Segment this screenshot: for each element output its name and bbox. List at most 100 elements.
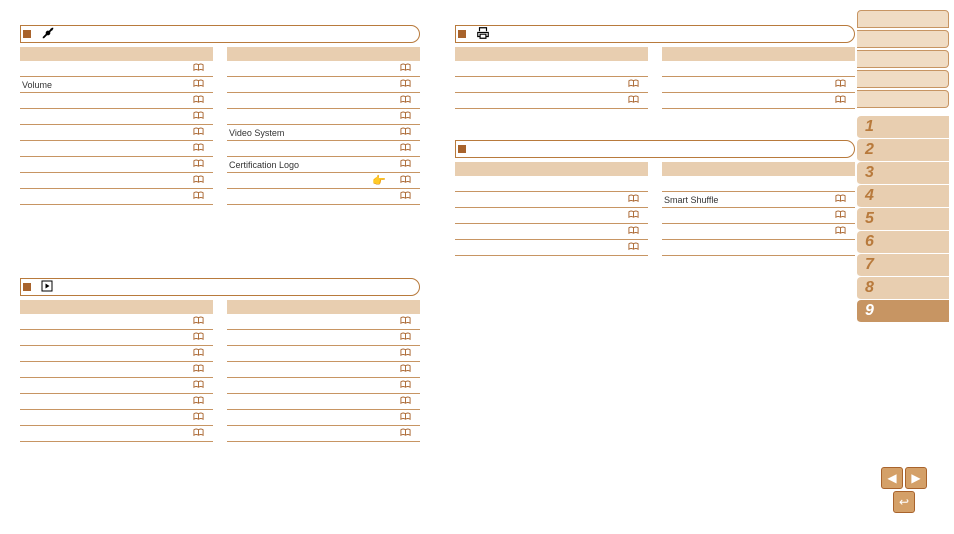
table-row[interactable]: Volume <box>20 77 213 93</box>
chapter-tab-2[interactable]: 2 <box>857 139 949 162</box>
chapter-tab-8[interactable]: 8 <box>857 277 949 300</box>
table-row[interactable] <box>227 410 420 426</box>
section-marker <box>458 145 466 153</box>
sidebar-box[interactable] <box>857 70 949 88</box>
table-row[interactable] <box>20 394 213 410</box>
section-marker <box>23 283 31 291</box>
subcolumn <box>455 47 648 109</box>
page-ref-icon <box>183 191 213 203</box>
table-row[interactable] <box>20 346 213 362</box>
table-row[interactable] <box>662 77 855 93</box>
sidebar-box[interactable] <box>857 90 949 108</box>
table-row[interactable] <box>227 189 420 205</box>
table-row[interactable] <box>227 426 420 442</box>
page-ref-icon <box>618 226 648 238</box>
table-row[interactable] <box>227 330 420 346</box>
table-row[interactable] <box>227 378 420 394</box>
page-ref-icon <box>390 111 420 123</box>
nav-buttons: ◀▶ ↩ <box>864 466 944 514</box>
chapter-tab-4[interactable]: 4 <box>857 185 949 208</box>
page-ref-icon <box>390 348 420 360</box>
table-row[interactable] <box>662 240 855 256</box>
page-ref-icon <box>183 143 213 155</box>
table-row[interactable] <box>662 224 855 240</box>
page-ref-icon <box>183 111 213 123</box>
prev-button[interactable]: ◀ <box>881 467 903 489</box>
table-row[interactable] <box>20 173 213 189</box>
table-row[interactable] <box>455 224 648 240</box>
section-print-header <box>455 25 855 43</box>
table-row[interactable] <box>227 314 420 330</box>
table-row[interactable] <box>20 410 213 426</box>
table-row[interactable] <box>20 189 213 205</box>
sidebar-box[interactable] <box>857 10 949 28</box>
table-row[interactable] <box>227 362 420 378</box>
chapter-tab-7[interactable]: 7 <box>857 254 949 277</box>
table-row[interactable] <box>20 109 213 125</box>
table-row[interactable] <box>20 93 213 109</box>
sidebar-box[interactable] <box>857 50 949 68</box>
table-row[interactable] <box>20 125 213 141</box>
table-row[interactable] <box>227 394 420 410</box>
table-row[interactable] <box>227 77 420 93</box>
table-row[interactable] <box>20 61 213 77</box>
section-print <box>455 25 855 109</box>
table-row[interactable]: Certification Logo <box>227 157 420 173</box>
page-ref-icon <box>825 79 855 91</box>
return-button[interactable]: ↩ <box>893 491 915 513</box>
row-label: Volume <box>20 80 183 90</box>
table-row[interactable] <box>227 141 420 157</box>
table-row[interactable] <box>662 208 855 224</box>
page-ref-icon <box>183 175 213 187</box>
column-header <box>20 47 213 61</box>
chapter-tab-1[interactable]: 1 <box>857 116 949 139</box>
section-music-header <box>455 140 855 158</box>
table-row[interactable]: Smart Shuffle <box>662 192 855 208</box>
page-ref-icon <box>390 127 420 139</box>
next-button[interactable]: ▶ <box>905 467 927 489</box>
table-row[interactable] <box>662 176 855 192</box>
table-row[interactable] <box>662 93 855 109</box>
section-marker <box>23 30 31 38</box>
sidebar: 123456789 <box>857 10 949 323</box>
chapter-tab-6[interactable]: 6 <box>857 231 949 254</box>
table-row[interactable] <box>227 61 420 77</box>
page-ref-icon <box>183 79 213 91</box>
section-playback <box>20 278 420 442</box>
page-ref-icon <box>825 226 855 238</box>
page-ref-icon <box>183 159 213 171</box>
table-row[interactable] <box>662 61 855 77</box>
row-label: Video System <box>227 128 390 138</box>
table-row[interactable] <box>455 176 648 192</box>
chapter-tab-5[interactable]: 5 <box>857 208 949 231</box>
table-row[interactable] <box>20 157 213 173</box>
page-ref-icon <box>618 95 648 107</box>
hand-icon: 👉 <box>372 174 386 187</box>
table-row[interactable] <box>20 378 213 394</box>
table-row[interactable] <box>227 346 420 362</box>
column-header <box>227 47 420 61</box>
table-row[interactable] <box>455 61 648 77</box>
chapter-tab-3[interactable]: 3 <box>857 162 949 185</box>
table-row[interactable] <box>455 77 648 93</box>
table-row[interactable] <box>20 426 213 442</box>
subcolumn <box>455 162 648 256</box>
table-row[interactable] <box>20 141 213 157</box>
page-ref-icon <box>183 380 213 392</box>
table-row[interactable] <box>20 314 213 330</box>
subcolumn <box>662 47 855 109</box>
table-row[interactable] <box>227 109 420 125</box>
column-header <box>455 47 648 61</box>
chapter-tab-9[interactable]: 9 <box>857 300 949 323</box>
table-row[interactable]: Video System <box>227 125 420 141</box>
table-row[interactable] <box>455 192 648 208</box>
table-row[interactable] <box>20 330 213 346</box>
table-row[interactable]: 👉 <box>227 173 420 189</box>
page-ref-icon <box>390 191 420 203</box>
table-row[interactable] <box>455 240 648 256</box>
table-row[interactable] <box>20 362 213 378</box>
table-row[interactable] <box>227 93 420 109</box>
table-row[interactable] <box>455 93 648 109</box>
table-row[interactable] <box>455 208 648 224</box>
sidebar-box[interactable] <box>857 30 949 48</box>
